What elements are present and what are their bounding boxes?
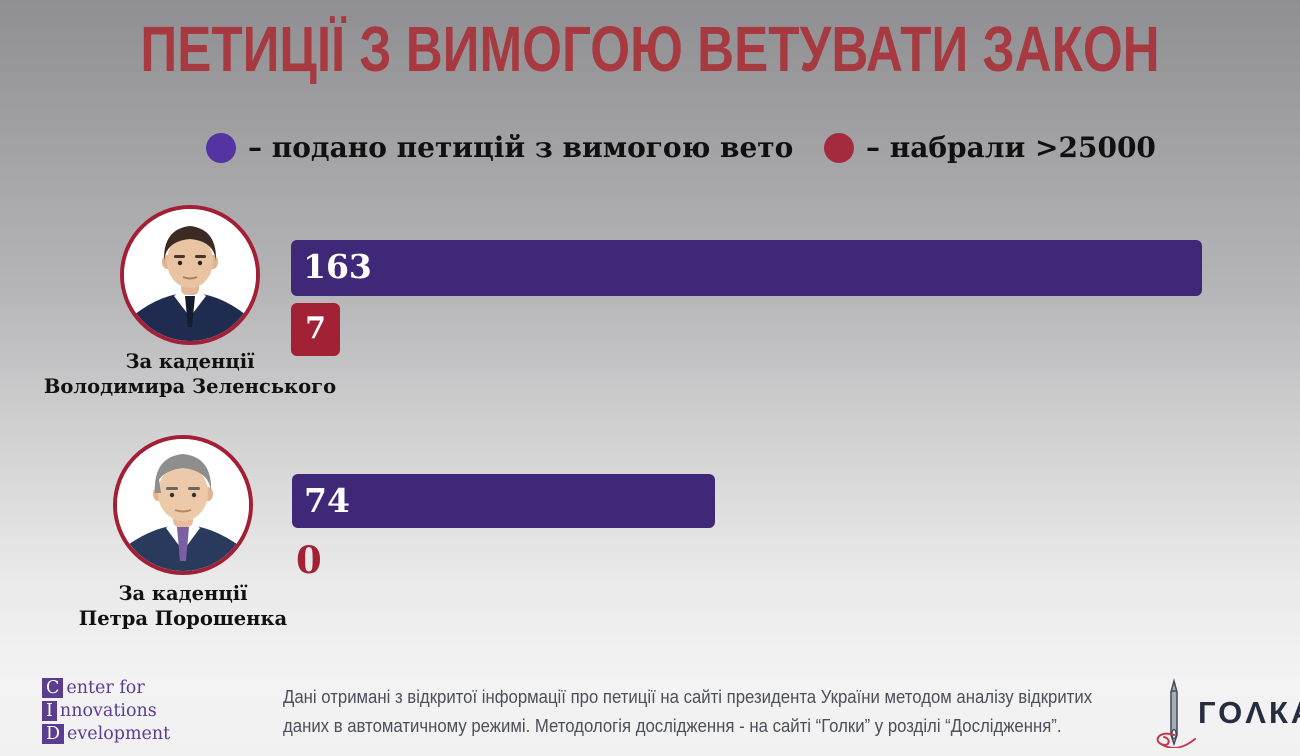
methodology-note-line1: Дані отримані з відкритої інформації про… (283, 686, 1093, 707)
legend-label-over25k: – набрали >25000 (866, 131, 1156, 164)
caption-line: Петра Порошенка (78, 607, 288, 630)
cid-rest: evelopment (67, 724, 171, 744)
bar-value-poroshenko-over25k: 0 (296, 538, 322, 582)
methodology-note-line2: даних в автоматичному режимі. Методологі… (283, 715, 1062, 736)
bar-zelensky-over25k: 7 (291, 303, 340, 356)
golka-logo: ГОΛКА (1152, 678, 1300, 748)
caption-line: За каденції (125, 350, 255, 373)
bar-poroshenko-petitions: 74 (292, 474, 715, 528)
zelensky-portrait (120, 205, 260, 345)
cid-rest: nnovations (59, 701, 157, 721)
bar-value-label: 74 (304, 481, 350, 520)
poroshenko-avatar-image (117, 439, 249, 571)
header: ПЕТИЦІЇ З ВИМОГОЮ ВЕТУВАТИ ЗАКОН (0, 14, 1300, 84)
zelensky-avatar-image (124, 209, 256, 341)
legend-item-petitions: – подано петицій з вимогою вето (206, 131, 793, 164)
cid-initial: D (42, 724, 65, 744)
bar-value-label: 7 (305, 311, 326, 346)
bar-value-label: 163 (303, 247, 372, 286)
legend-label-petitions: – подано петицій з вимогою вето (248, 131, 794, 164)
caption-line: За каденції (118, 582, 248, 605)
cid-initial: I (42, 701, 57, 721)
methodology-note: Дані отримані з відкритої інформації про… (283, 682, 1098, 740)
legend-item-over25k: – набрали >25000 (824, 131, 1156, 164)
red-dot-icon (824, 132, 854, 163)
category-label-zelensky: За каденції Володимира Зеленського (20, 349, 360, 399)
needle-icon (1156, 678, 1196, 748)
page-title: ПЕТИЦІЇ З ВИМОГОЮ ВЕТУВАТИ ЗАКОН (140, 13, 1160, 85)
caption-line: Володимира Зеленського (43, 375, 337, 398)
cid-initial: C (42, 678, 64, 698)
category-label-poroshenko: За каденції Петра Порошенка (13, 581, 353, 631)
purple-dot-icon (206, 132, 236, 163)
cid-rest: enter for (66, 678, 145, 698)
golka-brand-text: ГОΛКА (1198, 695, 1300, 730)
poroshenko-portrait (113, 435, 253, 575)
bar-zelensky-petitions: 163 (291, 240, 1202, 296)
